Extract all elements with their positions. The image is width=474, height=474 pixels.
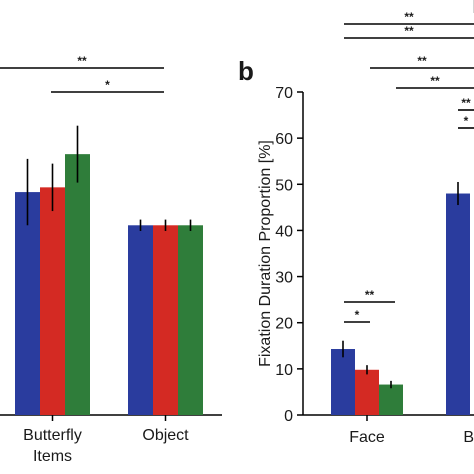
bar [355,369,379,415]
significance-7-label: ** [365,288,375,302]
left-bar [15,192,40,415]
y-tick-label: 20 [275,316,293,333]
significance-8-label: * [355,308,360,322]
significance-6-label: * [464,114,469,128]
y-tick-label: 60 [275,131,293,148]
significance-4-label: ** [430,74,440,88]
left-category-label: Butterfly [23,427,82,444]
y-axis-label: Fixation Duration Proportion [%] [257,140,274,367]
left-significance-1-label: ** [77,54,87,68]
category-label: Butte [463,429,474,446]
y-tick-label: 50 [275,177,293,194]
left-category-label: Items [33,448,72,465]
significance-5-label: ** [461,96,471,110]
left-bar [65,154,90,415]
significance-3-label: ** [417,54,427,68]
left-bar [40,187,65,415]
bar [331,349,355,415]
significance-1-label: ** [404,10,414,24]
bar [379,384,403,415]
panel-label: b [238,56,254,86]
left-bar [153,225,178,415]
left-significance-2-label: * [105,78,110,92]
y-tick-label: 10 [275,362,293,379]
significance-2-label: ** [404,24,414,38]
y-tick-label: 30 [275,270,293,287]
bar [446,193,470,415]
category-label: Face [349,429,385,446]
left-bar [178,225,203,415]
left-bar [128,225,153,415]
y-tick-label: 70 [275,85,293,102]
left-category-label: Object [142,427,189,444]
y-tick-label: 40 [275,223,293,240]
y-tick-label: 0 [284,408,293,425]
